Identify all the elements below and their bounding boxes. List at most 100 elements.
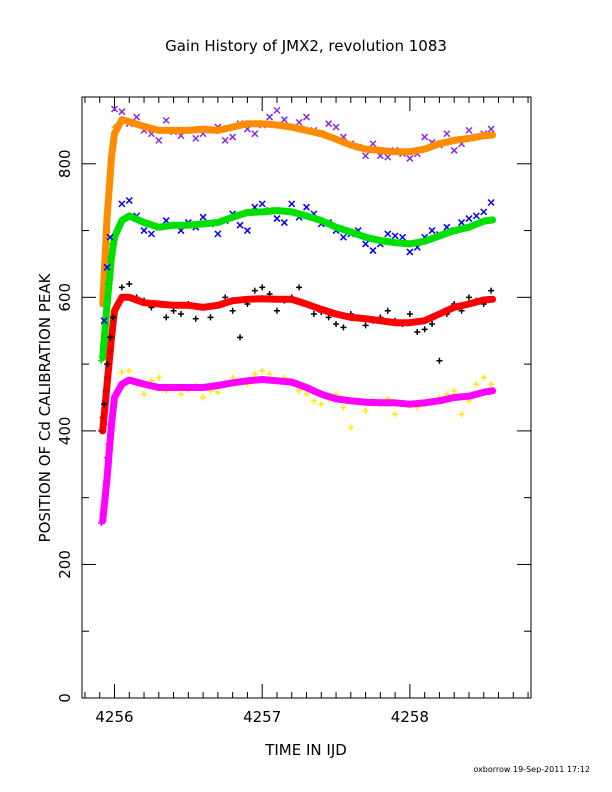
data-point [100, 317, 108, 325]
data-point [133, 113, 141, 121]
data-point [266, 371, 273, 378]
data-point [105, 200, 112, 207]
data-point [104, 374, 111, 381]
data-point [237, 334, 244, 341]
data-point [104, 361, 111, 368]
data-point [429, 321, 436, 328]
y-tick-label: 400 [56, 417, 74, 446]
data-point [488, 381, 495, 388]
data-point [369, 140, 377, 148]
data-point [421, 133, 429, 141]
data-point [303, 391, 310, 398]
data-point [458, 219, 466, 227]
data-point [480, 374, 487, 381]
data-point [192, 315, 199, 322]
data-point [163, 314, 170, 321]
data-point [384, 153, 392, 161]
data-point [302, 113, 311, 121]
series-1-fit [99, 116, 497, 308]
data-point [141, 391, 148, 398]
data-point [101, 321, 108, 328]
data-point [221, 136, 229, 144]
data-point [347, 424, 354, 431]
data-point [332, 123, 340, 131]
data-point [339, 233, 347, 241]
x-tick-label: 4258 [391, 708, 429, 726]
data-point [406, 154, 414, 162]
data-point [288, 200, 296, 208]
data-point [273, 106, 281, 114]
y-tick-label: 800 [56, 149, 74, 178]
x-tick-label: 4256 [95, 708, 133, 726]
data-point [259, 367, 266, 374]
fit-curve [99, 116, 497, 308]
data-point [465, 294, 472, 301]
data-point [108, 160, 115, 167]
data-point [214, 230, 222, 238]
data-point [421, 326, 428, 333]
data-point [99, 414, 106, 421]
data-point [104, 227, 111, 234]
data-point [106, 233, 114, 241]
data-point [295, 118, 303, 126]
data-point [384, 230, 392, 238]
data-point [310, 397, 317, 404]
data-point [236, 221, 244, 229]
data-point [192, 134, 200, 142]
data-point [340, 404, 347, 411]
data-point [451, 387, 458, 394]
data-point [243, 227, 251, 235]
data-point [259, 284, 266, 291]
y-tick-label: 600 [56, 283, 74, 312]
data-point [101, 401, 108, 408]
footer-credit: oxborrow 19-Sep-2011 17:12 [473, 765, 590, 774]
series-layer [98, 105, 497, 527]
data-point [398, 233, 407, 241]
data-point [110, 140, 117, 147]
data-point [333, 321, 340, 328]
data-point [302, 203, 311, 211]
series-12-scatter [101, 314, 117, 408]
series-9-scatter [98, 240, 115, 364]
data-point [107, 421, 114, 428]
data-point [110, 314, 117, 321]
data-point [362, 407, 369, 414]
data-point [107, 254, 114, 261]
data-point [105, 441, 112, 448]
data-point [118, 108, 126, 116]
data-point [458, 411, 465, 418]
data-point [406, 311, 413, 318]
data-point [392, 411, 399, 418]
data-point [369, 247, 377, 255]
data-point [99, 341, 106, 348]
data-point [177, 311, 184, 318]
x-axis: 4256 4257 4258 [84, 97, 529, 726]
data-point [102, 301, 109, 308]
data-point [110, 105, 119, 113]
data-point [384, 307, 391, 314]
x-axis-label: TIME IN IJD [264, 741, 347, 759]
series-11-scatter [98, 421, 114, 527]
data-point [318, 401, 325, 408]
data-point [200, 394, 207, 401]
data-point [155, 374, 162, 381]
data-point [229, 307, 236, 314]
y-tick-label: 200 [56, 550, 74, 579]
data-point [251, 130, 259, 138]
data-point [107, 334, 114, 341]
data-point [273, 307, 280, 314]
data-point [266, 113, 274, 121]
data-point [126, 367, 133, 374]
data-point [465, 215, 473, 223]
chart-title: Gain History of JMX2, revolution 1083 [165, 37, 447, 55]
y-tick-label: 0 [56, 693, 74, 703]
data-point [177, 391, 184, 398]
data-point [199, 213, 207, 221]
fit-curve [99, 376, 497, 525]
data-point [104, 454, 111, 461]
data-point [103, 263, 111, 271]
data-point [465, 126, 473, 134]
data-point [162, 116, 170, 124]
